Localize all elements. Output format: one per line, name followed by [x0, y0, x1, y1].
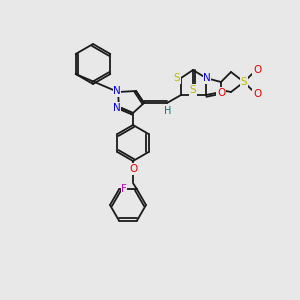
- Text: S: S: [190, 85, 196, 95]
- Text: S: S: [241, 77, 247, 87]
- Text: F: F: [121, 184, 127, 194]
- Text: O: O: [217, 88, 225, 98]
- Text: O: O: [253, 89, 261, 99]
- Text: N: N: [113, 103, 121, 113]
- Text: N: N: [203, 73, 211, 83]
- Text: H: H: [164, 106, 172, 116]
- Text: S: S: [174, 73, 180, 83]
- Text: O: O: [129, 164, 137, 174]
- Text: N: N: [113, 86, 121, 96]
- Text: O: O: [253, 65, 261, 75]
